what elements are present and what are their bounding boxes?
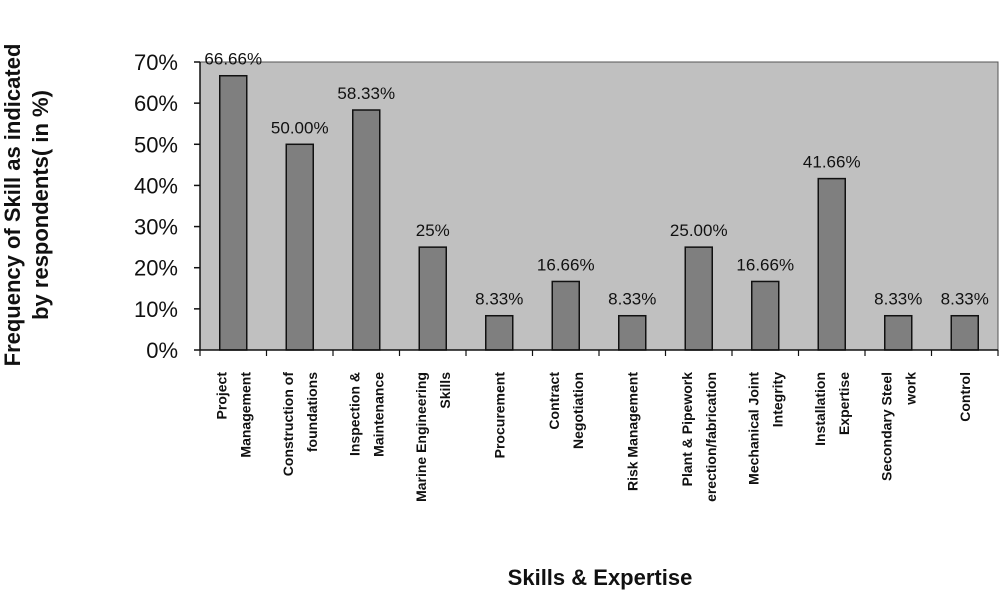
data-label: 8.33% <box>941 290 989 309</box>
plot-area <box>199 61 999 351</box>
y-tick-label: 50% <box>134 132 178 157</box>
data-label: 25% <box>416 221 450 240</box>
data-label: 16.66% <box>537 255 595 274</box>
category-label-line: Risk Management <box>624 372 640 491</box>
bar <box>884 314 913 351</box>
y-tick-label: 30% <box>134 215 178 240</box>
category-label-line: Maintenance <box>370 372 386 457</box>
y-tick-label: 20% <box>134 256 178 281</box>
data-label: 41.66% <box>803 153 861 172</box>
category-label: Construction of foundations <box>280 372 320 477</box>
category-label-line: Inspection & <box>346 372 362 456</box>
y-tick-label: 60% <box>134 91 178 116</box>
category-label-line: work <box>902 372 918 406</box>
y-tick-label: 40% <box>134 173 178 198</box>
category-label-line: Project <box>213 372 229 420</box>
bar <box>285 143 314 351</box>
y-tick-label: 70% <box>134 50 178 75</box>
category-label: Control <box>957 372 973 422</box>
category-label-line: Control <box>957 372 973 422</box>
category-label-line: Installation <box>812 372 828 446</box>
category-label-line: Mechanical Joint <box>745 372 761 485</box>
data-labels: 66.66% 50.00% 58.33% 25% 8.33% 16.66% 8.33% 25.… <box>204 50 988 309</box>
category-label-line: erection/fabrication <box>703 372 719 502</box>
category-label: Project Management <box>213 372 253 458</box>
category-label-line: Secondary Steel <box>878 372 894 481</box>
bar <box>950 314 979 351</box>
category-label: Plant & Pipework erection/fabrication <box>679 372 719 502</box>
category-label-line: Construction of <box>280 372 296 477</box>
bars <box>219 74 979 351</box>
data-label: 8.33% <box>608 290 656 309</box>
data-label: 25.00% <box>670 221 728 240</box>
data-label: 58.33% <box>337 84 395 103</box>
category-label-line: Marine Engineering <box>413 372 429 502</box>
bar <box>219 74 248 351</box>
bar <box>817 177 846 351</box>
y-axis-ticks: 0% 10% 20% 30% 40% 50% 60% 70% <box>134 50 200 363</box>
category-label-line: Skills <box>437 372 453 409</box>
y-axis-title-line-1: Frequency of Skill as indicated <box>0 44 25 367</box>
y-axis-title-line-2: by respondents( in %) <box>28 90 53 320</box>
data-label: 66.66% <box>204 50 262 69</box>
category-label: Risk Management <box>624 372 640 491</box>
category-labels: Project Management Construction of foundati… <box>199 350 999 502</box>
data-label: 8.33% <box>874 290 922 309</box>
category-label-line: Procurement <box>491 372 507 459</box>
category-label: Installation Expertise <box>812 372 852 446</box>
data-label: 16.66% <box>736 255 794 274</box>
category-label: Contract Negotiation <box>546 372 586 449</box>
x-axis-title: Skills & Expertise <box>508 565 693 590</box>
y-axis-title: Frequency of Skill as indicated by respo… <box>0 44 53 367</box>
bar <box>551 280 580 351</box>
bar <box>485 314 514 351</box>
bar <box>684 246 713 351</box>
y-tick-label: 10% <box>134 297 178 322</box>
category-label-line: Integrity <box>769 372 785 427</box>
y-tick-label: 0% <box>146 338 178 363</box>
category-label-line: Expertise <box>836 372 852 435</box>
category-label-line: Plant & Pipework <box>679 372 695 487</box>
category-label-line: Contract <box>546 372 562 430</box>
bar <box>418 246 447 351</box>
category-label-line: foundations <box>304 372 320 452</box>
data-label: 50.00% <box>271 118 329 137</box>
category-label-line: Negotiation <box>570 372 586 449</box>
bar <box>751 280 780 351</box>
data-label: 8.33% <box>475 290 523 309</box>
category-label: Procurement <box>491 372 507 459</box>
bar <box>618 314 647 351</box>
category-label-line: Management <box>237 372 253 458</box>
category-label: Marine Engineering Skills <box>413 372 453 502</box>
category-label: Inspection & Maintenance <box>346 372 386 457</box>
bar <box>352 109 381 351</box>
category-label: Secondary Steel work <box>878 372 918 481</box>
category-label: Mechanical Joint Integrity <box>745 372 785 485</box>
